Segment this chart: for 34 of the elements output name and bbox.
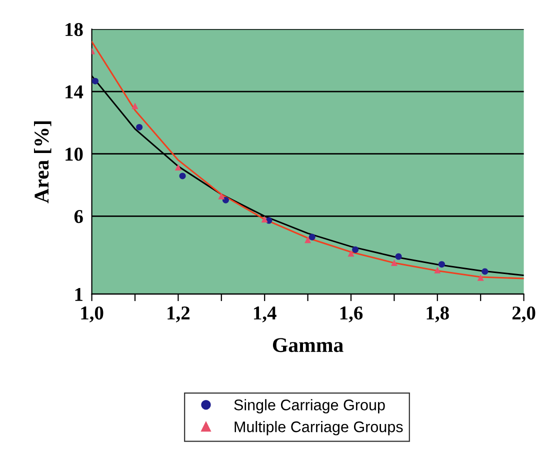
point	[390, 260, 398, 266]
x-axis-title: Gamma	[272, 338, 344, 352]
y-tick-label: 14	[66, 85, 84, 98]
point	[395, 253, 402, 260]
point	[308, 234, 316, 240]
point	[438, 261, 445, 268]
x-tick-label: 2,0	[512, 306, 536, 322]
x-tick-label: 1,4	[254, 306, 276, 322]
y-tick-label: 6	[74, 210, 83, 224]
x-tick-label: 1,0	[81, 306, 104, 322]
y-tick-label: 18	[66, 23, 83, 36]
point	[136, 124, 143, 130]
x-tick-label: 1,2	[168, 306, 190, 322]
legend-label: Single Carriage Group	[234, 399, 385, 414]
point	[477, 274, 484, 281]
point	[482, 268, 488, 275]
point	[304, 236, 312, 244]
y-tick-label: 10	[66, 148, 83, 161]
x-tick-label: 1,8	[426, 306, 449, 322]
point	[174, 164, 182, 171]
x-tick-label: 1,6	[340, 306, 363, 322]
point	[132, 102, 138, 110]
legend-label: Multiple Carriage Groups	[234, 421, 403, 436]
point	[352, 246, 359, 253]
point	[218, 192, 225, 200]
point	[434, 266, 441, 274]
point	[92, 78, 99, 84]
point	[348, 250, 354, 257]
y-axis-title: Area [%]	[34, 121, 52, 204]
line-series	[92, 40, 524, 280]
y-tick-label: 1	[75, 288, 82, 301]
point	[179, 172, 186, 180]
point	[222, 196, 229, 204]
point	[261, 216, 268, 223]
